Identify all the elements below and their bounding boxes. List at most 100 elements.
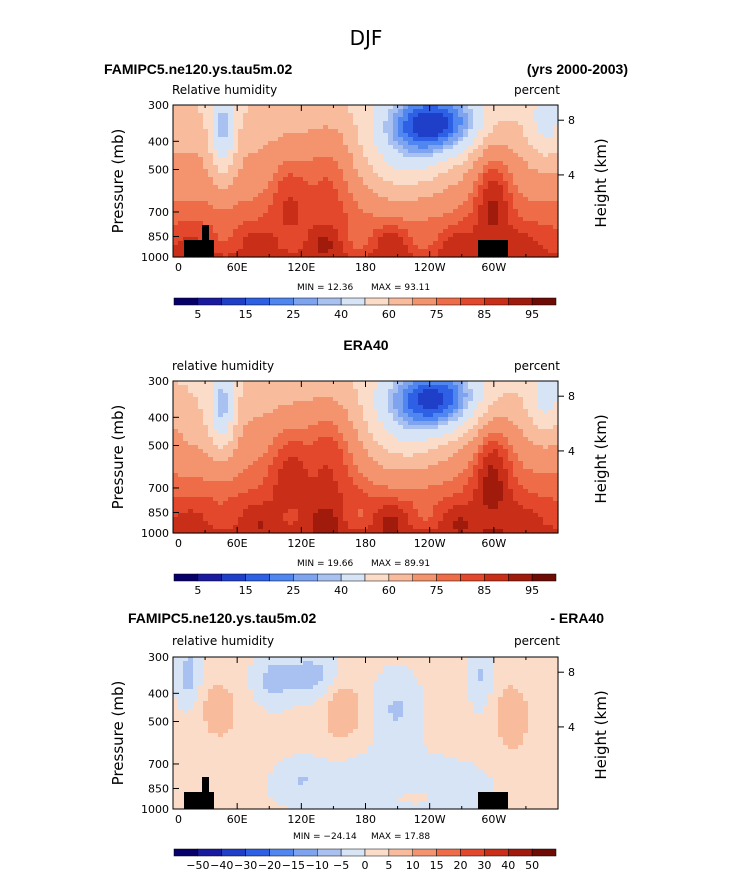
panel-1-xtick-label: 180	[355, 261, 376, 274]
panel-2-ylabel-right: Height (km)	[592, 414, 610, 503]
panel-1-ytick-label: 850	[148, 230, 169, 243]
panel-3-min-label: MIN = −24.14	[293, 832, 357, 842]
panel-2-colorbar-box	[531, 573, 557, 582]
panel-2-xtick-label: 60W	[481, 537, 506, 550]
panel-2-colorbar-label: 40	[334, 584, 348, 597]
panel-1-field	[173, 105, 559, 258]
panel-2-colorbar-box	[173, 573, 199, 582]
panel-3-colorbar-label: 10	[406, 859, 420, 872]
panel-2-ytick-label: 300	[148, 375, 169, 388]
panel-3-units-label: percent	[514, 634, 560, 648]
panel-1-plot: 300 400 500 700 850 1000 8 4 0 60E 120E 180 120W 60W P…	[109, 99, 610, 274]
panel-1-colorbar-label: 60	[382, 308, 396, 321]
panel-2-ytick-label: 400	[148, 411, 169, 424]
panel-2-colorbar-box	[340, 573, 366, 582]
panel-2-colorbar-label: 85	[477, 584, 491, 597]
panel-1-units-label: percent	[514, 83, 560, 97]
panel-1-xtick-label: 60E	[227, 261, 248, 274]
panel-1-colorbar-box	[388, 297, 413, 306]
panel-1-colorbar-box	[508, 297, 533, 306]
panel-1-colorbar-box	[269, 297, 294, 306]
panel-3-colorbar-box	[460, 848, 485, 857]
panel-3-colorbar-label: 0	[362, 859, 369, 872]
panel-2-colorbar-box	[412, 573, 437, 582]
panel-1-colorbar: 5 15 25 40 60 75 85 95	[173, 297, 557, 321]
panel-1-left-title: FAMIPC5.ne120.ys.tau5m.02	[104, 61, 293, 77]
panel-1-colorbar-label: 95	[525, 308, 539, 321]
panel-3-left-title: FAMIPC5.ne120.ys.tau5m.02	[128, 610, 317, 626]
panel-1-colorbar-label: 15	[239, 308, 253, 321]
panel-3-colorbar-label: 50	[525, 859, 539, 872]
panel-2-field	[173, 381, 559, 534]
panel-3-colorbar-box	[269, 848, 294, 857]
panel-1-colorbar-label: 75	[430, 308, 444, 321]
panel-3-colorbar-box	[436, 848, 461, 857]
panel-2-colorbar-label: 75	[430, 584, 444, 597]
panel-2-y2tick-label: 4	[568, 445, 575, 458]
panel-3-colorbar-label: 15	[430, 859, 444, 872]
panel-2-colorbar-box	[317, 573, 342, 582]
panel-1-colorbar-label: 40	[334, 308, 348, 321]
panel-3-colorbar-box	[173, 848, 199, 857]
panel-3-xtick-label: 60W	[481, 813, 506, 826]
panel-3-colorbar-box	[388, 848, 413, 857]
panel-1-topography	[184, 225, 508, 257]
panel-3-max-label: MAX = 17.88	[371, 832, 430, 842]
panel-2-xtick-label: 120E	[287, 537, 315, 550]
panel-3-colorbar-box	[293, 848, 318, 857]
panel-2-units-label: percent	[514, 359, 560, 373]
panel-3-colorbar-box	[412, 848, 437, 857]
panel-3-ytick-label: 400	[148, 687, 169, 700]
panel-1-xtick-label: 0	[175, 261, 182, 274]
panel-3-ytick-label: 700	[148, 758, 169, 771]
panel-2-ylabel: Pressure (mb)	[109, 405, 127, 510]
panel-1-colorbar-box	[245, 297, 270, 306]
panel-2-colorbar-box	[245, 573, 270, 582]
panel-1-y2tick-label: 8	[568, 114, 575, 127]
panel-2-xtick-label: 120W	[414, 537, 446, 550]
panel-1-colorbar-box	[197, 297, 222, 306]
panel-3-plot: 300 400 500 700 850 1000 8 4 0 60E 120E 180 120W 60W P…	[109, 651, 610, 826]
panel-1-ylabel-right: Height (km)	[592, 138, 610, 227]
panel-2-ytick-label: 1000	[141, 527, 169, 540]
panel-1-colorbar-label: 25	[286, 308, 300, 321]
panel-3-colorbar-box	[531, 848, 557, 857]
panel-2-plot: 300 400 500 700 850 1000 8 4 0 60E 120E 180 120W 60W P…	[109, 375, 610, 550]
panel-1-colorbar-label: 5	[194, 308, 201, 321]
panel-3-colorbar-label: −50	[186, 859, 209, 872]
panel-1-ytick-label: 500	[148, 163, 169, 176]
panel-3-colorbar-label: 40	[501, 859, 515, 872]
panel-1-y2tick-label: 4	[568, 169, 575, 182]
panel-3-colorbar-box	[364, 848, 390, 857]
panel-3-colorbar-box	[340, 848, 366, 857]
panel-3-xtick-label: 120W	[414, 813, 446, 826]
panel-2-colorbar-label: 60	[382, 584, 396, 597]
panel-2-colorbar-box	[484, 573, 509, 582]
panel-1-colorbar-box	[460, 297, 485, 306]
panel-3-ylabel: Pressure (mb)	[109, 681, 127, 786]
panel-1-max-label: MAX = 93.11	[371, 283, 430, 293]
panel-3-right-title: - ERA40	[550, 610, 604, 626]
panel-1-colorbar-box	[484, 297, 509, 306]
panel-2-colorbar-box	[460, 573, 485, 582]
panel-3-variable-label: relative humidity	[172, 634, 274, 648]
panel-1-colorbar-box	[317, 297, 342, 306]
panel-3-xtick-label: 180	[355, 813, 376, 826]
panel-2-colorbar-box	[293, 573, 318, 582]
panel-2-xtick-label: 180	[355, 537, 376, 550]
panel-3-colorbar-label: −10	[306, 859, 329, 872]
panel-3-colorbar-label: −30	[234, 859, 257, 872]
panel-2-max-label: MAX = 89.91	[371, 559, 430, 569]
panel-1-colorbar-label: 85	[477, 308, 491, 321]
panel-2-colorbar-box	[269, 573, 294, 582]
panel-1-colorbar-box	[173, 297, 199, 306]
panel-3-colorbar-label: −5	[333, 859, 349, 872]
panel-2-ytick-label: 700	[148, 482, 169, 495]
panel-1-xtick-label: 60W	[481, 261, 506, 274]
panel-3-xtick-label: 60E	[227, 813, 248, 826]
panel-2-ytick-label: 850	[148, 506, 169, 519]
panel-3-field	[173, 657, 559, 810]
panel-3-colorbar-box	[197, 848, 222, 857]
panel-3-colorbar-label: 20	[454, 859, 468, 872]
